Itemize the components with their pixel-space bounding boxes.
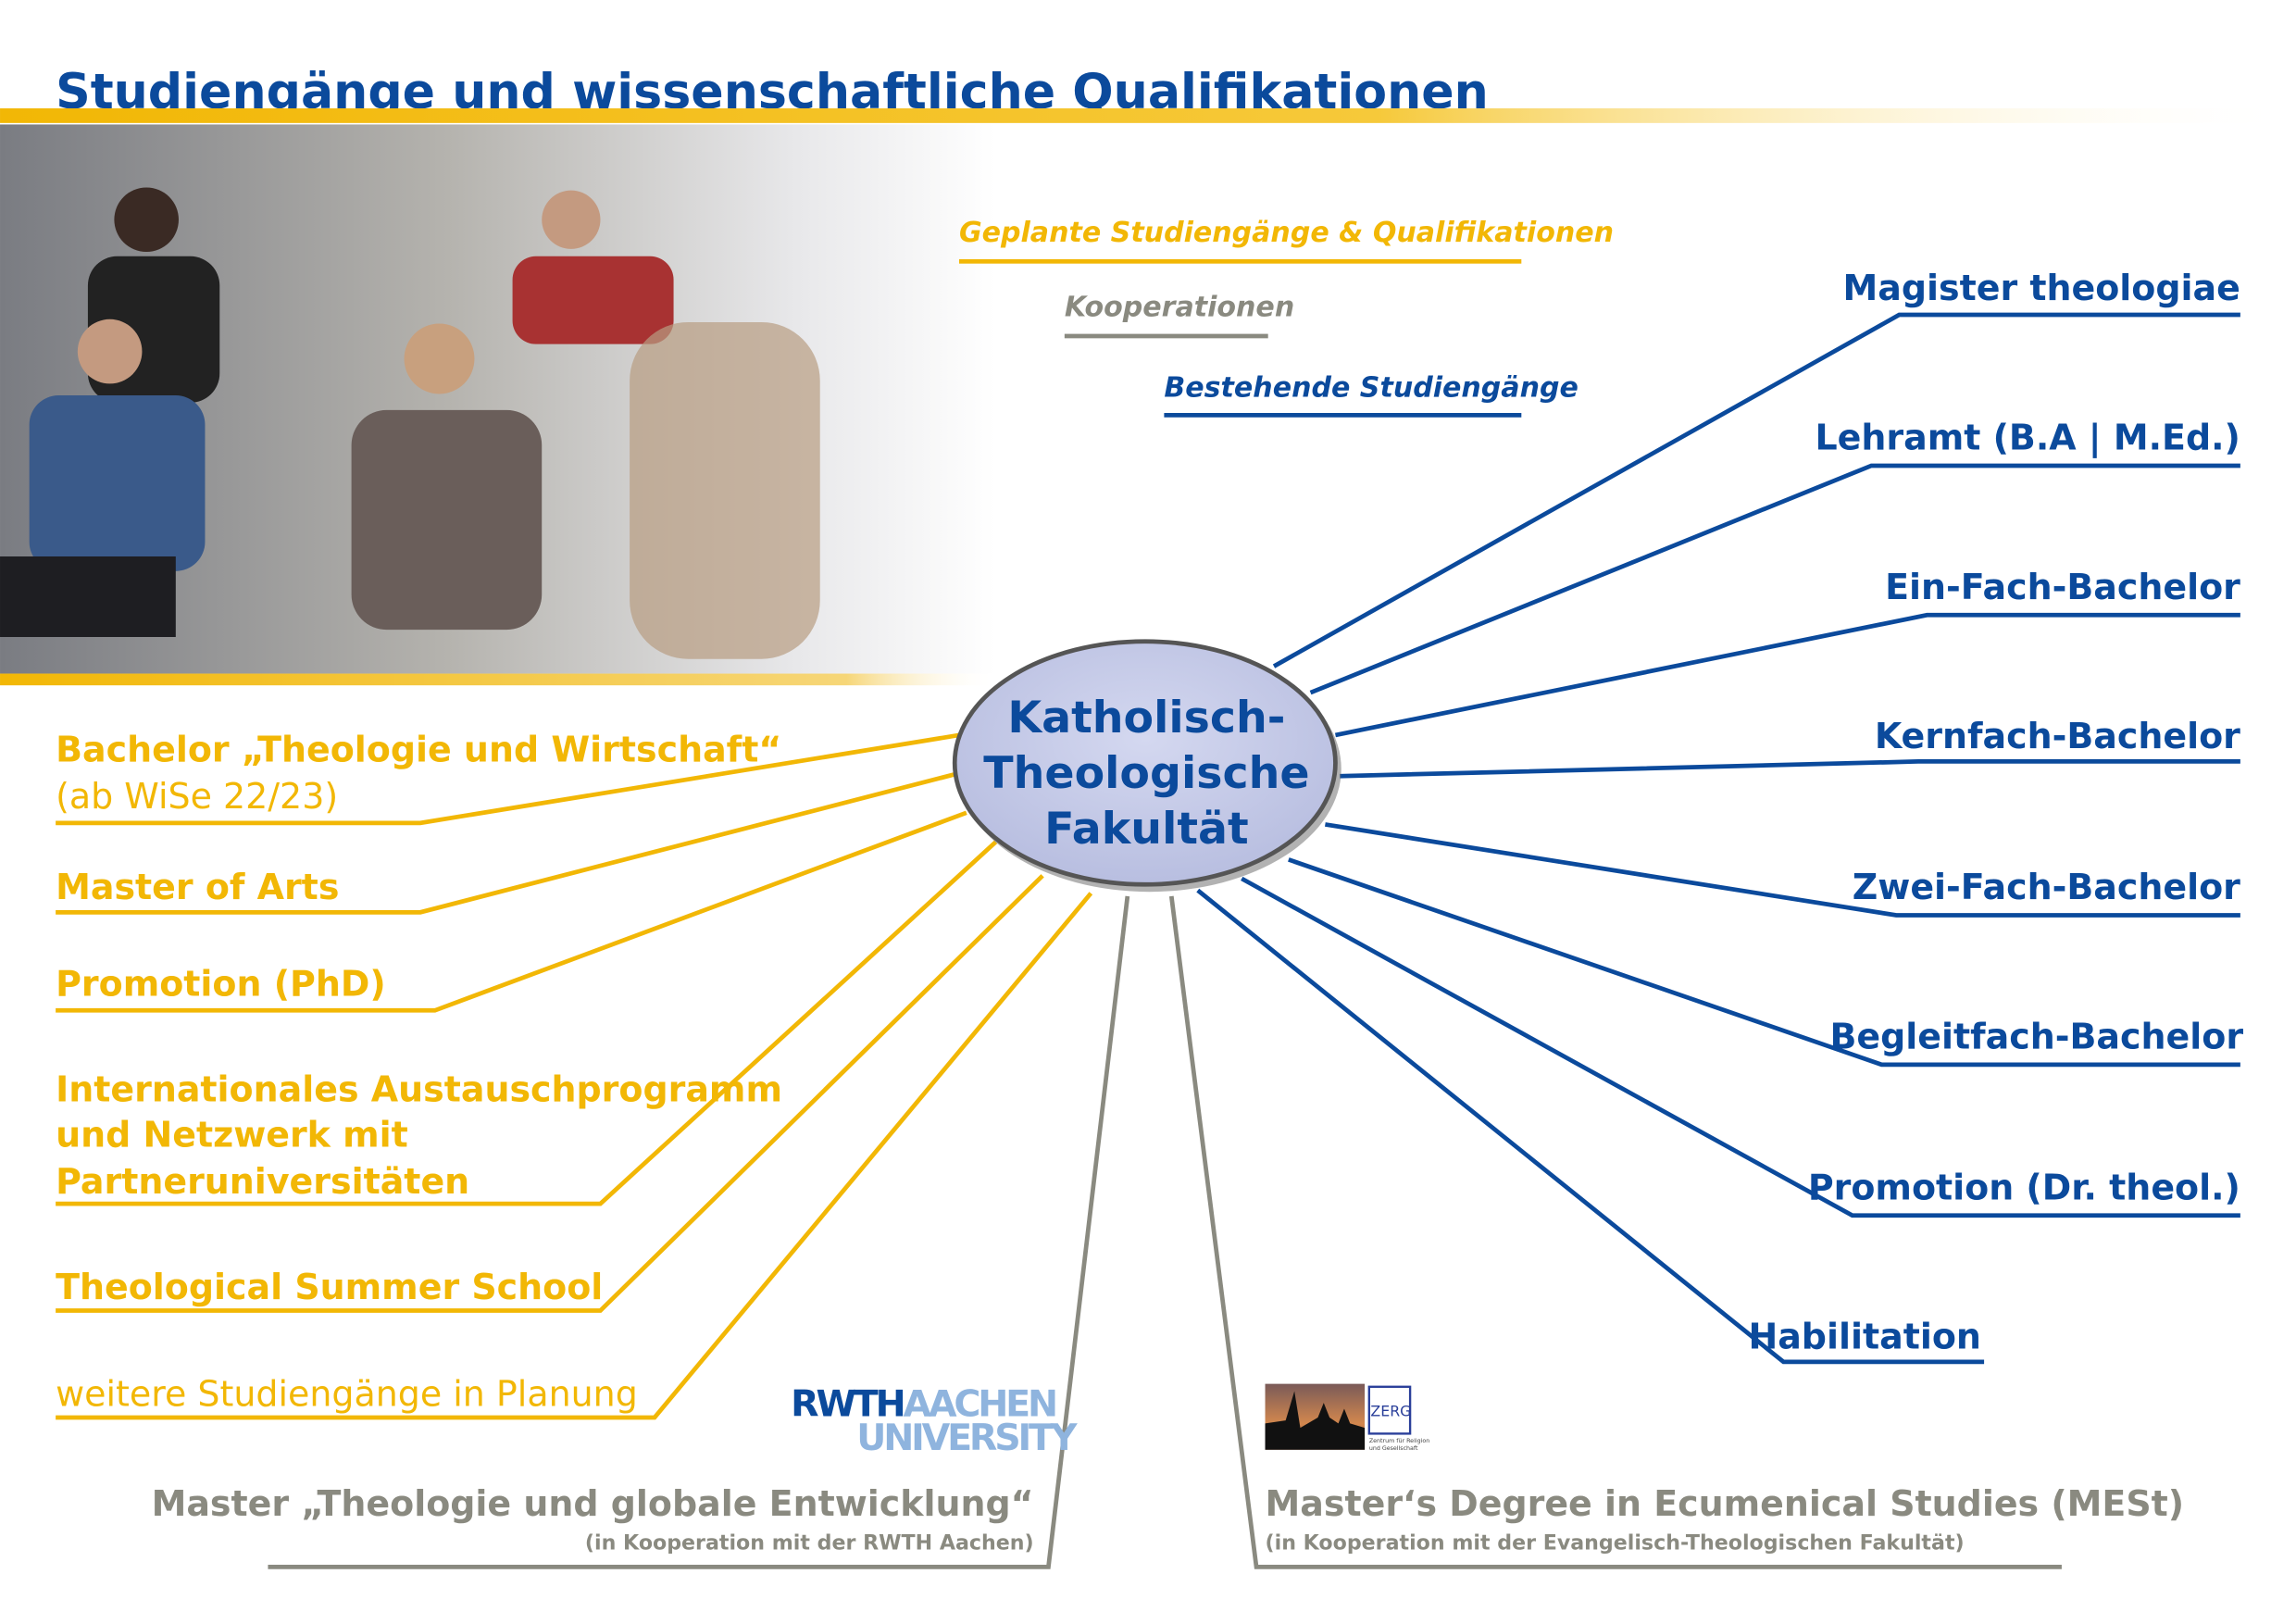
connector-line [1340, 759, 2240, 779]
legend: Geplante Studiengänge & Qualifikationen … [958, 217, 1614, 418]
svg-text:ZERG: ZERG [1370, 1402, 1411, 1419]
cooperation-title: Master „Theologie und globale Entwicklun… [152, 1483, 1034, 1524]
cooperation-note: (in Kooperation mit der RWTH Aachen) [585, 1530, 1034, 1555]
center-line: Theologische [983, 748, 1309, 799]
existing-item: Magister theologiae [1843, 268, 2240, 308]
svg-text:UNIVERSITY: UNIVERSITY [856, 1417, 1079, 1459]
connector-line [1168, 895, 2062, 1569]
center-node: Katholisch- Theologische Fakultät [952, 639, 1341, 893]
planned-item: Master of Arts [56, 867, 339, 907]
connector-line [56, 874, 1044, 1313]
legend-cooperation: Kooperationen [1065, 292, 1294, 324]
existing-programs: Magister theologiae Lehramt (B.A | M.Ed.… [1748, 268, 2243, 1356]
svg-text:und Gesellschaft: und Gesellschaft [1369, 1445, 1418, 1452]
connector-line [56, 810, 967, 1013]
zerg-logo: ZERG Zentrum für Religion und Gesellscha… [1265, 1383, 1429, 1452]
planned-note: (ab WiSe 22/23) [56, 776, 338, 817]
connectors [56, 312, 2240, 1569]
connector-line [1334, 612, 2240, 738]
svg-text:Zentrum für Religion: Zentrum für Religion [1369, 1438, 1429, 1444]
existing-item: Kernfach-Bachelor [1875, 716, 2240, 756]
planned-item: weitere Studiengänge in Planung [56, 1373, 638, 1414]
connector-line [268, 895, 1130, 1569]
cooperation-title: Master‘s Degree in Ecumenical Studies (M… [1266, 1483, 2185, 1524]
connector-line [56, 770, 960, 915]
connector-line [1196, 888, 1985, 1365]
cooperation-programs: Master „Theologie und globale Entwicklun… [152, 1483, 2185, 1555]
planned-programs: Bachelor „Theologie und Wirtschaft“ (ab … [56, 729, 782, 1414]
existing-item: Zwei-Fach-Bachelor [1853, 867, 2240, 907]
rwth-logo: RWTHAACHEN UNIVERSITY [791, 1382, 1081, 1459]
planned-item: Internationales Austauschprogramm [56, 1068, 782, 1109]
connector-line [1309, 463, 2240, 695]
connector-line [56, 732, 960, 826]
connector-line [56, 892, 1093, 1420]
planned-item: und Netzwerk mit [56, 1114, 408, 1155]
photo [0, 124, 996, 674]
planned-item: Bachelor „Theologie und Wirtschaft“ [56, 729, 781, 769]
center-line: Katholisch- [1007, 693, 1285, 743]
connector-line [1241, 876, 2240, 1218]
existing-item: Lehramt (B.A | M.Ed.) [1815, 418, 2240, 459]
existing-item: Ein-Fach-Bachelor [1885, 567, 2240, 607]
existing-item: Begleitfach-Bachelor [1829, 1016, 2243, 1056]
connector-line [56, 840, 998, 1206]
connector-line [1325, 822, 2240, 918]
legend-planned: Geplante Studiengänge & Qualifikationen [959, 217, 1614, 249]
planned-item: Promotion (PhD) [56, 963, 386, 1004]
planned-item: Theological Summer School [56, 1267, 603, 1307]
legend-existing: Bestehende Studiengänge [1164, 372, 1578, 405]
photo-band [0, 673, 996, 686]
connector-line [1288, 857, 2240, 1068]
center-line: Fakultät [1044, 804, 1249, 855]
title-bar [0, 108, 2296, 123]
existing-item: Habilitation [1748, 1317, 1980, 1357]
planned-item: Partneruniversitäten [56, 1161, 469, 1202]
svg-text:RWTHAACHEN: RWTHAACHEN [791, 1382, 1055, 1425]
cooperation-note: (in Kooperation mit der Evangelisch-Theo… [1266, 1530, 1965, 1555]
connector-line [1272, 312, 2240, 668]
existing-item: Promotion (Dr. theol.) [1808, 1167, 2240, 1207]
